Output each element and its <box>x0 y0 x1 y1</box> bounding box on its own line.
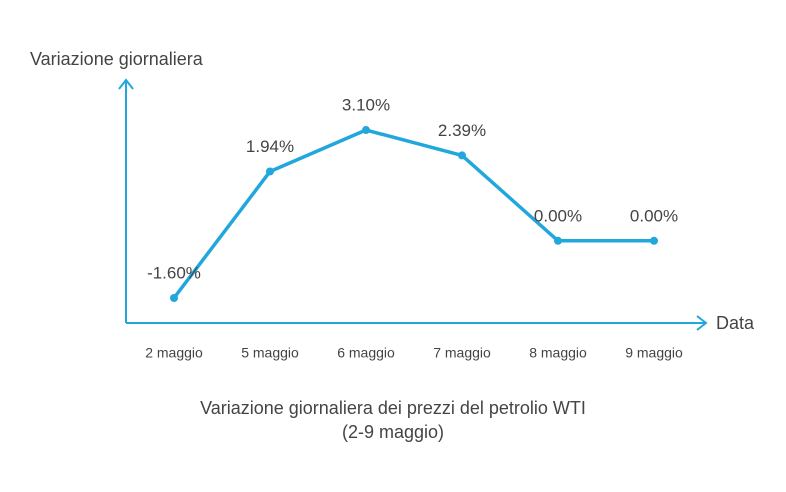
data-label: 0.00% <box>630 206 678 225</box>
data-point <box>554 236 562 245</box>
x-tick-label: 5 maggio <box>241 345 299 361</box>
x-axis-arrow <box>696 315 708 331</box>
data-label: 0.00% <box>534 206 582 225</box>
data-point <box>458 151 466 160</box>
data-label: 3.10% <box>342 96 390 115</box>
data-point <box>650 236 658 245</box>
y-axis-label: Variazione giornaliera <box>30 49 204 69</box>
data-label: 1.94% <box>246 137 294 156</box>
x-tick-label: 2 maggio <box>145 345 203 361</box>
x-axis-label: Data <box>716 313 755 333</box>
data-point <box>266 167 274 176</box>
x-tick-label: 9 maggio <box>625 345 683 361</box>
x-tick-label: 6 maggio <box>337 345 395 361</box>
data-point <box>170 293 178 302</box>
chart-title: Variazione giornaliera dei prezzi del pe… <box>200 398 586 442</box>
data-line <box>172 128 654 300</box>
data-point <box>362 126 370 135</box>
x-tick-label: 7 maggio <box>433 345 491 361</box>
data-label: 2.39% <box>438 121 486 140</box>
data-label: -1.60% <box>147 263 201 282</box>
y-axis-arrow <box>118 78 134 90</box>
x-tick-label: 8 maggio <box>529 345 587 361</box>
